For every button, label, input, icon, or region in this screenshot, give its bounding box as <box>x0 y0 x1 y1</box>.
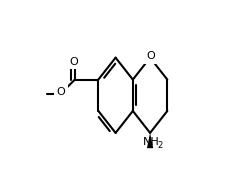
Text: NH: NH <box>143 137 160 147</box>
Polygon shape <box>147 133 153 148</box>
Text: 2: 2 <box>158 141 163 150</box>
Text: O: O <box>56 87 65 97</box>
Text: O: O <box>146 51 155 61</box>
Text: O: O <box>70 57 78 67</box>
